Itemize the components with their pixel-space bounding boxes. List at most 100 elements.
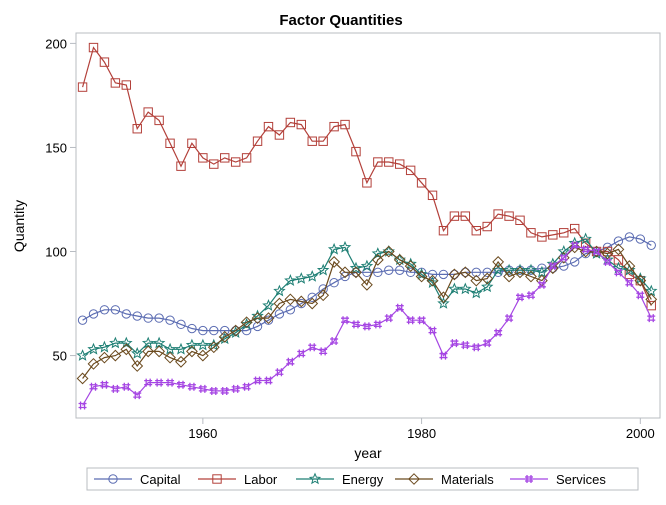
energy-point bbox=[349, 261, 363, 274]
materials-point bbox=[634, 274, 647, 287]
capital-point bbox=[198, 325, 208, 336]
materials-point bbox=[175, 355, 187, 368]
capital-point bbox=[88, 309, 99, 319]
legend-item-materials: Materials bbox=[395, 472, 494, 487]
energy-point bbox=[371, 247, 385, 259]
materials-point bbox=[415, 270, 428, 283]
materials-point bbox=[262, 312, 275, 325]
services-point bbox=[100, 380, 109, 389]
legend-marker bbox=[525, 475, 533, 483]
materials-point bbox=[339, 266, 351, 279]
materials-point bbox=[437, 291, 450, 304]
labor-point bbox=[395, 159, 405, 169]
services-point bbox=[559, 253, 568, 262]
materials-point bbox=[109, 349, 122, 362]
materials-point bbox=[164, 351, 176, 364]
legend-label: Services bbox=[556, 472, 606, 487]
labor-point bbox=[285, 117, 296, 128]
labor-point bbox=[165, 138, 175, 148]
services-point bbox=[187, 382, 196, 391]
energy-point bbox=[218, 332, 232, 345]
legend-item-services: Services bbox=[510, 472, 606, 487]
labor-point bbox=[351, 146, 361, 157]
capital-point bbox=[187, 323, 197, 334]
services-point bbox=[330, 337, 339, 345]
services-point bbox=[494, 328, 503, 337]
legend-marker bbox=[408, 473, 420, 485]
labor-point bbox=[438, 226, 449, 236]
energy-point bbox=[524, 263, 538, 276]
energy-point bbox=[535, 265, 549, 278]
materials-point bbox=[612, 243, 625, 256]
capital-point bbox=[110, 305, 121, 315]
services-line bbox=[82, 244, 652, 406]
labor-point bbox=[493, 209, 503, 219]
services-point bbox=[384, 314, 393, 323]
labor-point bbox=[77, 82, 88, 92]
energy-point bbox=[338, 240, 352, 253]
services-point bbox=[603, 257, 612, 266]
labor-point bbox=[548, 230, 558, 240]
energy-point bbox=[262, 299, 275, 311]
services-point bbox=[78, 401, 87, 410]
services-point bbox=[526, 291, 535, 300]
services-point bbox=[373, 320, 382, 329]
capital-point bbox=[274, 309, 285, 319]
capital-point bbox=[77, 315, 88, 325]
services-point bbox=[472, 343, 481, 352]
capital-point bbox=[296, 298, 306, 309]
labor-point bbox=[154, 115, 164, 126]
materials-point bbox=[273, 297, 286, 310]
energy-point bbox=[426, 276, 439, 288]
capital-point bbox=[132, 311, 142, 321]
x-tick-label: 2000 bbox=[626, 426, 655, 441]
labor-point bbox=[559, 228, 569, 238]
capital-point bbox=[395, 265, 405, 275]
legend-box bbox=[86, 467, 639, 491]
services-point bbox=[133, 391, 142, 400]
materials-point bbox=[153, 345, 166, 358]
energy-point bbox=[327, 242, 341, 255]
labor-point bbox=[110, 78, 121, 88]
materials-point bbox=[207, 341, 220, 354]
materials-point bbox=[503, 270, 515, 283]
labor-point bbox=[362, 178, 372, 188]
capital-point bbox=[329, 278, 339, 288]
labor-point bbox=[526, 228, 536, 238]
materials-point bbox=[525, 270, 537, 283]
energy-point bbox=[240, 317, 253, 330]
services-point bbox=[286, 357, 295, 366]
labor-point bbox=[230, 157, 241, 167]
series-labor bbox=[77, 42, 656, 311]
energy-point bbox=[502, 263, 516, 276]
x-tick-label: 1980 bbox=[407, 426, 436, 441]
energy-point bbox=[360, 259, 374, 272]
services-point bbox=[647, 314, 656, 323]
services-point bbox=[548, 262, 557, 271]
labor-point bbox=[329, 121, 339, 132]
energy-point bbox=[87, 342, 100, 355]
x-axis-label: year bbox=[354, 445, 382, 461]
materials-point bbox=[470, 274, 483, 287]
labor-point bbox=[263, 121, 274, 132]
services-point bbox=[625, 278, 634, 287]
materials-point bbox=[131, 360, 144, 372]
services-point bbox=[209, 386, 218, 395]
capital-point bbox=[635, 234, 646, 244]
materials-point bbox=[240, 316, 253, 329]
services-point bbox=[122, 382, 131, 391]
energy-point bbox=[481, 280, 494, 293]
materials-point bbox=[186, 345, 198, 358]
services-point bbox=[395, 303, 404, 312]
energy-point bbox=[163, 342, 177, 355]
services-point bbox=[406, 316, 415, 325]
labor-point bbox=[99, 57, 110, 67]
labor-point bbox=[209, 159, 219, 169]
y-tick-label: 50 bbox=[53, 349, 67, 364]
services-point bbox=[341, 316, 350, 325]
labor-point bbox=[220, 153, 230, 163]
labor-point bbox=[449, 211, 460, 221]
services-point bbox=[308, 343, 317, 352]
services-point bbox=[155, 378, 164, 387]
